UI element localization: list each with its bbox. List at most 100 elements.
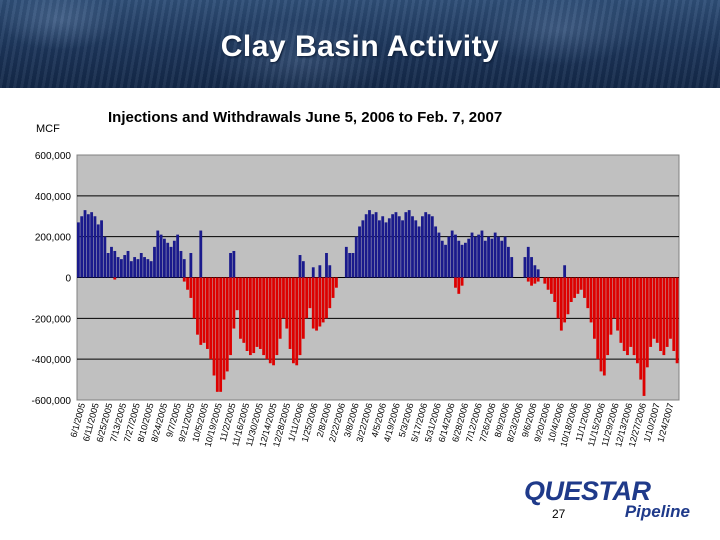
injections-bar <box>437 232 441 278</box>
injections-bar <box>430 216 434 278</box>
injections-bar <box>421 216 424 278</box>
injections-bar <box>394 212 398 278</box>
injections-bar <box>149 261 153 278</box>
injections-bar <box>374 212 378 278</box>
injections-bar <box>417 226 421 278</box>
injections-bar <box>126 250 130 278</box>
withdrawals-bar <box>649 277 653 347</box>
injections-bar <box>490 238 494 278</box>
withdrawals-bar <box>268 277 272 364</box>
withdrawals-bar <box>675 277 679 364</box>
withdrawals-bar <box>222 277 226 380</box>
y-axis-label: MCF <box>36 123 60 135</box>
withdrawals-bar <box>579 277 583 290</box>
withdrawals-bar <box>328 277 332 309</box>
withdrawals-bar <box>559 277 563 331</box>
withdrawals-bar <box>272 277 275 366</box>
withdrawals-bar <box>202 277 206 343</box>
withdrawals-bar <box>576 277 580 294</box>
injections-bar <box>77 222 80 278</box>
y-tick-label: -600,000 <box>32 396 72 407</box>
injections-bar <box>391 214 395 278</box>
withdrawals-bar <box>596 277 600 360</box>
withdrawals-bar <box>252 277 256 354</box>
withdrawals-bar <box>196 277 199 335</box>
withdrawals-bar <box>665 277 669 347</box>
injections-bar <box>86 214 90 278</box>
withdrawals-bar <box>589 277 593 323</box>
injections-bar <box>351 253 355 278</box>
injections-bar <box>156 230 160 278</box>
withdrawals-bar <box>457 277 461 294</box>
withdrawals-bar <box>454 277 457 288</box>
injections-bar <box>106 253 110 278</box>
withdrawals-bar <box>192 277 196 319</box>
injections-bar <box>510 257 514 278</box>
injections-bar <box>232 250 236 278</box>
injections-bar <box>368 210 371 278</box>
injections-bar <box>414 220 418 278</box>
logo-subtitle: Pipeline <box>624 502 690 521</box>
y-tick-label: 0 <box>65 274 71 285</box>
injections-bar <box>93 216 97 278</box>
injections-bar <box>378 220 381 278</box>
withdrawals-bar <box>335 277 338 288</box>
withdrawals-bar <box>209 277 213 360</box>
injections-bar <box>301 261 305 278</box>
injections-bar <box>176 234 180 278</box>
injections-bar <box>182 259 186 278</box>
injections-bar <box>457 240 461 278</box>
withdrawals-bar <box>609 277 613 335</box>
injections-bar <box>467 238 471 278</box>
withdrawals-bar <box>305 277 309 319</box>
injections-bar <box>493 232 497 278</box>
withdrawals-bar <box>629 277 633 347</box>
injections-bar <box>454 234 457 278</box>
injections-bar <box>96 224 100 278</box>
withdrawals-bar <box>593 277 596 339</box>
withdrawals-bar <box>612 277 616 319</box>
y-tick-label: 200,000 <box>35 233 72 244</box>
withdrawals-bar <box>318 277 322 327</box>
withdrawals-bar <box>262 277 266 356</box>
injections-bar <box>507 246 510 278</box>
injections-bar <box>133 257 137 278</box>
injections-bar <box>381 216 385 278</box>
injections-bar <box>113 250 117 278</box>
withdrawals-bar <box>288 277 292 349</box>
injections-bar <box>440 240 444 278</box>
logo-wordmark: QUESTAR <box>524 476 651 506</box>
withdrawals-bar <box>282 277 285 319</box>
injections-bar <box>159 234 163 278</box>
injections-bar <box>470 232 474 278</box>
injections-bar <box>344 246 348 278</box>
slide-title: Clay Basin Activity <box>220 30 500 63</box>
withdrawals-bar <box>206 277 209 349</box>
injections-bar <box>153 246 156 278</box>
withdrawals-bar <box>583 277 586 298</box>
injections-bar <box>387 218 391 278</box>
injections-bar <box>318 265 322 278</box>
injections-bar <box>384 222 388 278</box>
withdrawals-bar <box>655 277 659 343</box>
injections-bar <box>298 255 302 278</box>
injections-bar <box>503 236 507 278</box>
withdrawals-bar <box>239 277 242 339</box>
injections-bar <box>146 259 150 278</box>
questar-logo: QUESTAR Pipeline <box>524 476 694 522</box>
injections-bar <box>172 240 176 278</box>
withdrawals-bar <box>563 277 567 323</box>
withdrawals-bar <box>569 277 573 302</box>
injections-bar <box>464 242 467 278</box>
withdrawals-bar <box>616 277 619 331</box>
injections-bar <box>139 253 143 278</box>
withdrawals-bar <box>285 277 289 329</box>
injections-bar <box>325 253 328 278</box>
injections-bar <box>166 242 170 278</box>
injections-bar <box>444 244 447 278</box>
injections-bar <box>116 257 120 278</box>
injections-bar <box>523 257 527 278</box>
injections-bar <box>483 240 487 278</box>
withdrawals-bar <box>460 277 464 286</box>
